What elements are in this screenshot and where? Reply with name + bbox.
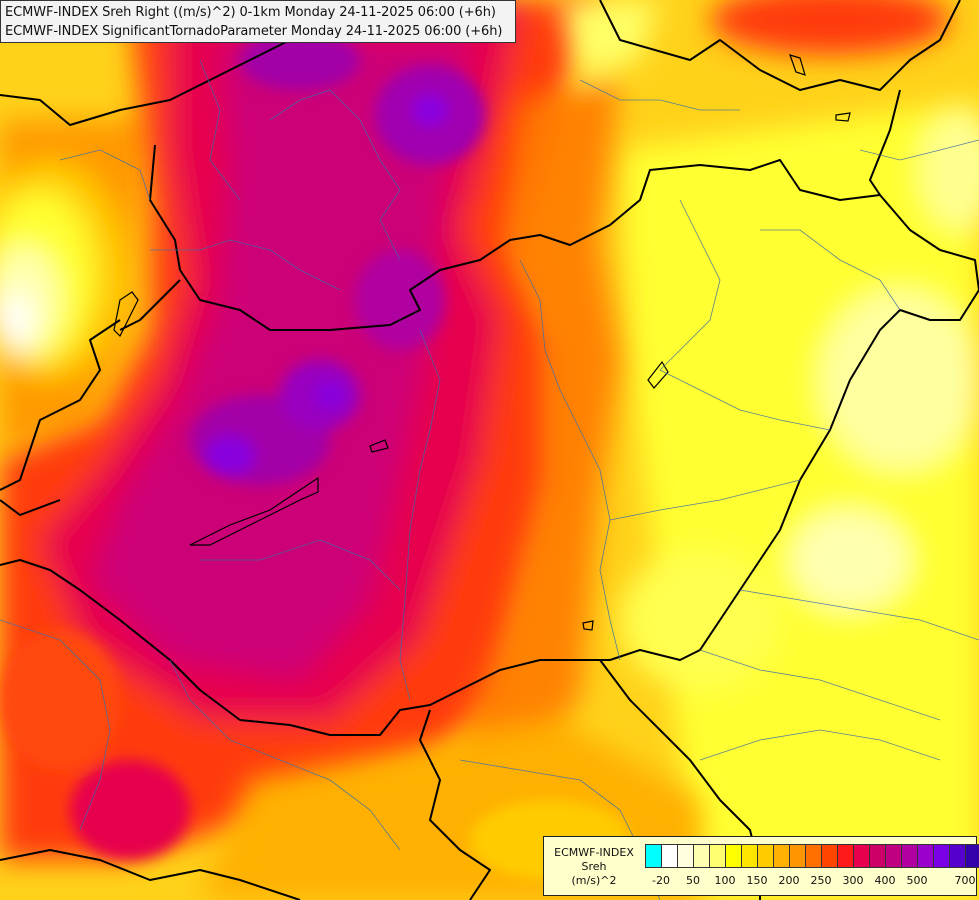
legend-swatch	[886, 845, 902, 867]
legend-swatch	[806, 845, 822, 867]
legend-tick-label: 50	[686, 874, 700, 887]
legend-swatch	[918, 845, 934, 867]
legend-swatch	[758, 845, 774, 867]
legend-tick-label: 250	[810, 874, 832, 887]
legend-swatch	[838, 845, 854, 867]
legend-swatch	[710, 845, 726, 867]
legend-title-line-3: (m/s)^2	[571, 874, 617, 887]
legend-swatch	[966, 845, 979, 867]
legend-swatch	[790, 845, 806, 867]
legend-title-line-2: Sreh	[581, 860, 607, 873]
legend-swatch	[662, 845, 678, 867]
legend-swatch	[870, 845, 886, 867]
legend-title-line-1: ECMWF-INDEX	[554, 846, 634, 859]
legend-color-bar	[645, 844, 979, 868]
legend-swatch	[678, 845, 694, 867]
legend-swatch	[822, 845, 838, 867]
lakes	[113, 54, 851, 631]
legend-swatch	[950, 845, 966, 867]
legend-tick-label: 150	[746, 874, 768, 887]
legend-tick-label: 700	[954, 874, 976, 887]
legend-tick-labels: -20 50 100 150 200 250 300 400 500 700	[645, 874, 975, 888]
legend-tick-label: 100	[714, 874, 736, 887]
legend-swatch	[742, 845, 758, 867]
legend-swatch	[902, 845, 918, 867]
admin-boundaries	[0, 59, 979, 900]
legend-swatch	[934, 845, 950, 867]
legend-swatch	[854, 845, 870, 867]
legend-swatch	[646, 845, 662, 867]
legend-title: ECMWF-INDEX Sreh (m/s)^2	[548, 846, 640, 888]
legend-tick-label: 300	[842, 874, 864, 887]
legend-tick-label: -20	[652, 874, 670, 887]
legend-swatch	[726, 845, 742, 867]
map-title-box: ECMWF-INDEX Sreh Right ((m/s)^2) 0-1km M…	[0, 0, 516, 43]
legend-tick-label: 500	[906, 874, 928, 887]
map-title-line-2: ECMWF-INDEX SignificantTornadoParameter …	[5, 24, 503, 39]
legend-tick-label: 400	[874, 874, 896, 887]
legend-tick-label: 200	[778, 874, 800, 887]
map-title-line-1: ECMWF-INDEX Sreh Right ((m/s)^2) 0-1km M…	[5, 5, 496, 20]
legend-swatch	[694, 845, 710, 867]
legend-swatch	[774, 845, 790, 867]
color-legend: ECMWF-INDEX Sreh (m/s)^2 -20 50 100 150 200 2…	[543, 836, 979, 896]
